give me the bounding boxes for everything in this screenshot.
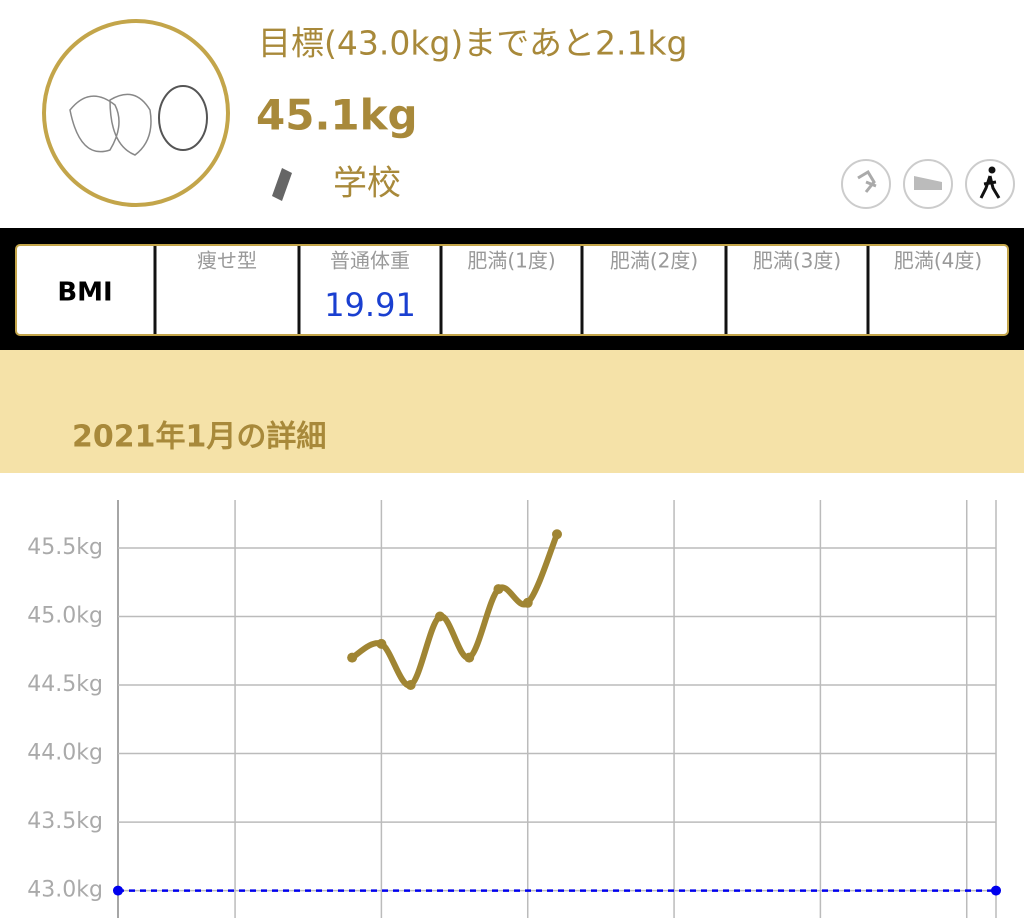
chart: 43.0kg 43.5kg 44.0kg 44.5kg 45.0kg 45.5kg	[27, 500, 1001, 918]
walk-glyph	[979, 175, 1001, 199]
avatar-frame	[42, 19, 230, 207]
y-tick-label: 43.5kg	[27, 809, 103, 834]
run-glyph	[857, 169, 877, 193]
current-weight: 45.1kg	[256, 91, 418, 140]
weight-line	[349, 531, 560, 689]
weight-point	[405, 680, 416, 691]
activity-icons[interactable]	[841, 159, 1015, 209]
goal-text: 目標(43.0kg)まであと2.1kg	[258, 24, 688, 63]
weight-point	[552, 529, 562, 540]
run-icon[interactable]	[841, 159, 891, 209]
avatar[interactable]	[42, 19, 230, 207]
bmi-category: 肥満(4度)	[894, 249, 982, 273]
y-tick-label: 45.5kg	[27, 535, 103, 560]
weight-point	[493, 584, 504, 595]
y-tick-label: 43.0kg	[27, 878, 103, 903]
y-tick-label: 45.0kg	[27, 603, 103, 628]
weight-point	[522, 597, 533, 608]
bmi-category: 肥満(1度)	[467, 249, 555, 273]
bmi-category: 肥満(3度)	[753, 249, 841, 273]
pencil-icon	[272, 168, 292, 201]
cake-glyph	[914, 176, 942, 190]
weight-point	[347, 652, 358, 663]
section-band	[0, 350, 1024, 473]
bmi-category: 普通体重	[330, 249, 410, 273]
bmi-category: 痩せ型	[197, 249, 257, 273]
bmi-value: 19.91	[324, 286, 416, 324]
weight-point	[464, 652, 475, 663]
walk-head	[988, 166, 996, 174]
bmi-label: BMI	[57, 278, 112, 308]
speech-bubble	[158, 85, 208, 151]
bmi-category: 肥満(2度)	[610, 249, 698, 273]
section-title: 2021年1月の詳細	[72, 420, 326, 455]
y-tick-label: 44.5kg	[27, 672, 103, 697]
weight-point	[376, 638, 387, 649]
avatar-sketch	[69, 93, 152, 156]
tag: 学校	[333, 164, 401, 204]
weight-point	[434, 611, 445, 622]
bmi-table	[15, 244, 1009, 336]
goal-dot	[113, 885, 123, 896]
y-tick-label: 44.0kg	[27, 741, 103, 766]
goal-dot	[991, 885, 1001, 896]
